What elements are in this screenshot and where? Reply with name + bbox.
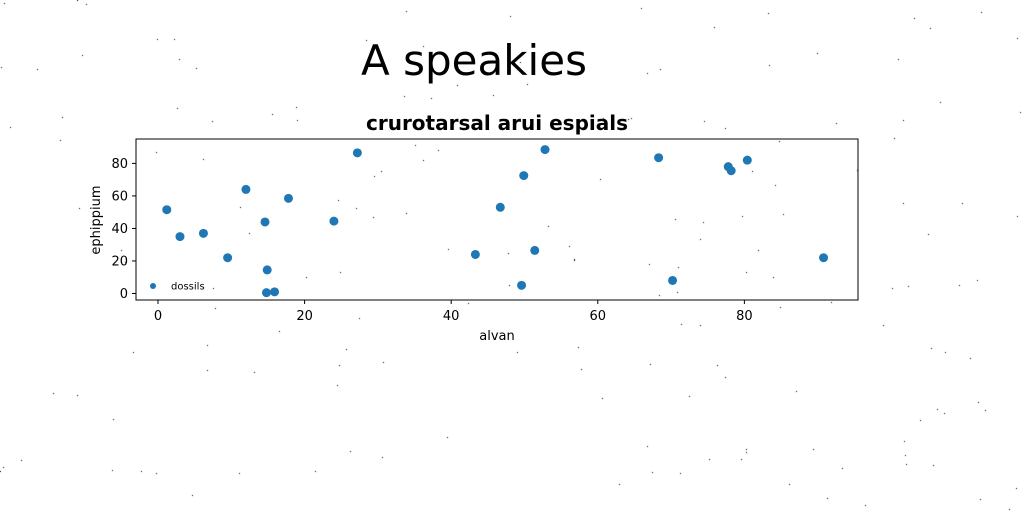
data-point [470,249,480,259]
data-points [162,145,829,298]
x-axis: 0 20 40 60 80 [154,300,753,324]
data-point [260,217,270,227]
data-point [819,253,829,263]
data-point [654,153,664,163]
data-point [162,205,172,215]
data-point [262,265,272,275]
y-tick-label: 20 [111,254,128,269]
y-tick-label: 40 [111,222,128,237]
x-tick-label: 0 [154,309,162,324]
data-point [495,202,505,212]
data-point [329,216,339,226]
data-point [726,166,736,176]
legend-label-dossils: dossils [171,282,205,293]
data-point [241,184,251,194]
x-tick-label: 60 [590,309,607,324]
x-tick-label: 40 [443,309,460,324]
data-point [668,275,678,285]
y-axis-label: ephippium [89,185,104,254]
data-point [175,232,185,242]
data-point [270,287,280,297]
plot-title: crurotarsal arui espials [366,111,628,135]
y-tick-label: 0 [120,287,128,302]
data-point [742,155,752,165]
data-point [198,228,208,238]
data-point [283,193,293,203]
data-point [261,288,271,298]
x-tick-label: 20 [296,309,313,324]
y-tick-label: 80 [111,157,128,172]
legend: dossils [150,282,205,293]
data-point [223,253,233,263]
figure-suptitle: A speakies [361,36,587,85]
plot-frame [135,138,859,301]
y-axis: 0 20 40 60 80 [111,157,136,302]
data-point [530,245,540,255]
legend-marker [150,283,156,289]
data-point [519,171,529,181]
data-point [517,280,527,290]
x-axis-label: alvan [479,329,514,344]
data-point [540,145,550,155]
y-tick-label: 60 [111,189,128,204]
x-tick-label: 80 [736,309,753,324]
data-point [352,148,362,158]
